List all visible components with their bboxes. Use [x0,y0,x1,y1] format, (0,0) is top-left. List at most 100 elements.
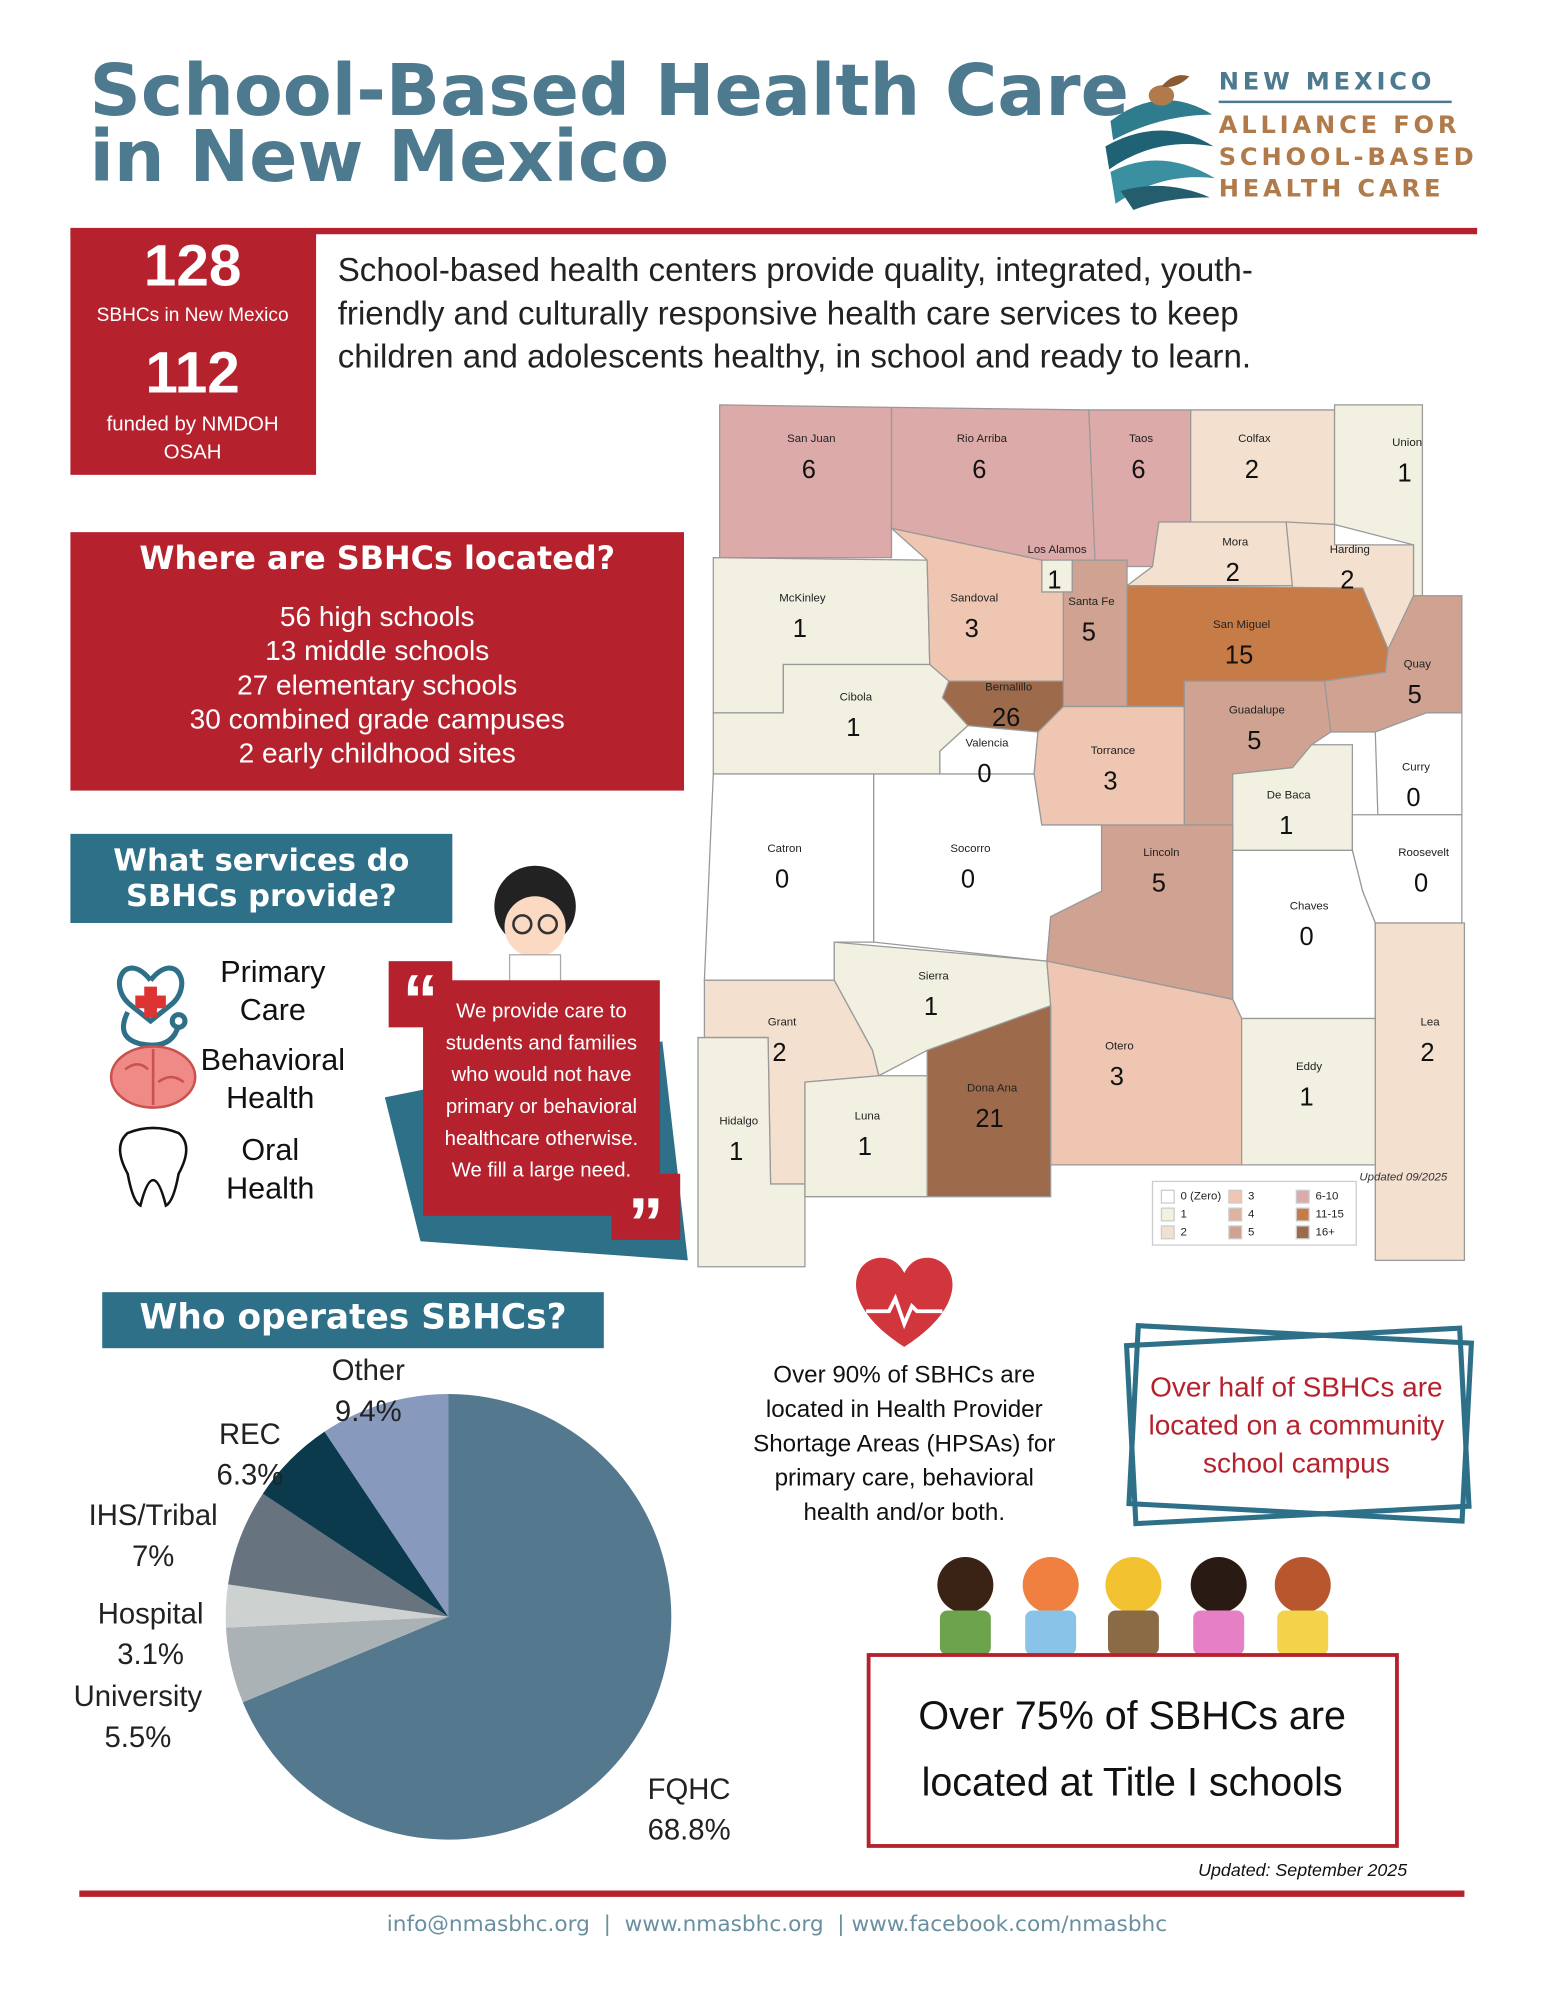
decoration [1105,130,1214,170]
county-count: 26 [992,704,1020,732]
pie-label: University [74,1680,203,1713]
title: School-Based Health Care [89,49,1128,132]
logo-text: NEW MEXICO [1219,68,1436,96]
county-count: 1 [729,1138,743,1166]
county-name: Grant [768,1016,797,1028]
legend-label: 6-10 [1315,1191,1338,1203]
county-name: Eddy [1296,1061,1322,1073]
hpsa-line: health and/or both. [803,1499,1005,1526]
county-name: Curry [1402,762,1430,774]
service-label: Health [226,1171,314,1205]
decoration [512,914,533,935]
location-item: 30 combined grade campuses [190,703,565,734]
county-name: Mora [1222,536,1249,548]
map-legend-items: 0 (Zero) 1 2 3 4 5 6-10 11-15 16+ [1160,1189,1344,1240]
stethoscope-icon [117,965,188,1048]
county-name: Santa Fe [1068,596,1114,608]
county-count: 1 [924,993,938,1021]
hpsa-text: Over 90% of SBHCs are located in Health P… [753,1362,1055,1526]
legend-label: 2 [1181,1226,1187,1238]
service-label: Primary [220,955,326,989]
county-name: Valencia [965,738,1009,750]
county-count: 5 [1152,870,1166,898]
quote-mark: ” [628,1183,664,1263]
legend-swatch [1228,1207,1243,1222]
quote-line: We provide care to [456,1000,627,1022]
county-count: 0 [1414,870,1428,898]
county-count: 1 [1299,1083,1313,1111]
footer: info@nmasbhc.org | www.nmasbhc.org | www… [387,1912,1167,1937]
county-name: Guadalupe [1229,704,1285,716]
locations-box [70,532,685,791]
logo-text: ALLIANCE FOR [1219,111,1461,139]
hpsa-line: Over 90% of SBHCs are [773,1362,1035,1389]
legend-label: 3 [1248,1191,1254,1203]
quote-line: healthcare otherwise. [445,1128,639,1150]
county-count: 2 [1340,567,1354,595]
services-title: SBHCs provide? [126,879,397,914]
service-label: Health [226,1081,314,1115]
decoration [1161,75,1190,87]
decoration [1274,1556,1331,1613]
intro: friendly and culturally responsive healt… [338,295,1239,332]
operators-box [102,1292,604,1349]
legend-label: 11-15 [1315,1209,1343,1221]
decoration [1190,1556,1247,1613]
pie-value-label: 68.8% [648,1814,731,1847]
county-name: Union [1392,437,1422,449]
county-name: Dona Ana [967,1083,1018,1095]
quote-line: students and families [446,1032,637,1054]
county-name: Colfax [1238,433,1271,445]
rule [70,227,1478,235]
doctor-illustration [494,865,576,984]
county-count: 0 [1299,923,1313,951]
title1-box [866,1653,1399,1848]
decoration [120,1010,182,1048]
pie-slice [262,1431,449,1617]
location-item: 2 early childhood sites [239,738,516,769]
decoration [508,954,562,984]
legend-swatch [1295,1189,1310,1204]
county-count: 5 [1082,619,1096,647]
logo-text: SCHOOL-BASED [1219,143,1478,171]
county-count: 6 [802,456,816,484]
legend-label: 1 [1181,1209,1187,1221]
county-name: McKinley [779,592,826,604]
county-name: Sierra [918,970,949,982]
county-count: 6 [972,456,986,484]
county-count: 2 [1226,559,1240,587]
callout-frame [1123,1325,1472,1527]
county-name: Taos [1129,433,1153,445]
pulse-icon [866,1293,943,1330]
county-count: 1 [1398,460,1412,488]
updated: Updated: September 2025 [1198,1860,1407,1880]
location-item: 56 high schools [280,601,475,632]
county-count: 0 [775,866,789,894]
pie-chart: FQHC 68.8% University 5.5% Hospital 3.1% IHS/T… [74,1354,731,1847]
county-name: Los Alamos [1027,544,1086,556]
cross-icon [135,995,166,1009]
heart-icon [856,1257,953,1347]
stat-value: 112 [145,340,239,405]
quote-line: primary or behavioral [446,1096,637,1118]
county-count: 2 [772,1039,786,1067]
quote-text: We provide care to students and families w… [445,1000,639,1181]
county-name: Lea [1420,1016,1440,1028]
county-name: Luna [855,1111,881,1123]
county-name: San Juan [787,433,835,445]
hpsa-line: primary care, behavioral [775,1465,1034,1492]
stat-label: SBHCs in New Mexico [97,305,289,326]
county-map: San Juan 6 Rio Arriba 6 Taos 6 Colfax 2 Union 1 Lo… [697,404,1466,1268]
decoration [1148,85,1175,106]
county-count: 0 [1406,784,1420,812]
county-count: 1 [1279,812,1293,840]
pie-label: IHS/Tribal [89,1499,218,1532]
county-count: 2 [1245,456,1259,484]
community-line: located on a community [1149,1410,1445,1441]
county-name: Lincoln [1143,847,1179,859]
legend-swatch [1295,1225,1310,1240]
county [1125,521,1294,587]
legend-swatch [1160,1207,1175,1222]
county-name: Cibola [840,692,873,704]
community-text: Over half of SBHCs are located on a commu… [1149,1371,1445,1478]
